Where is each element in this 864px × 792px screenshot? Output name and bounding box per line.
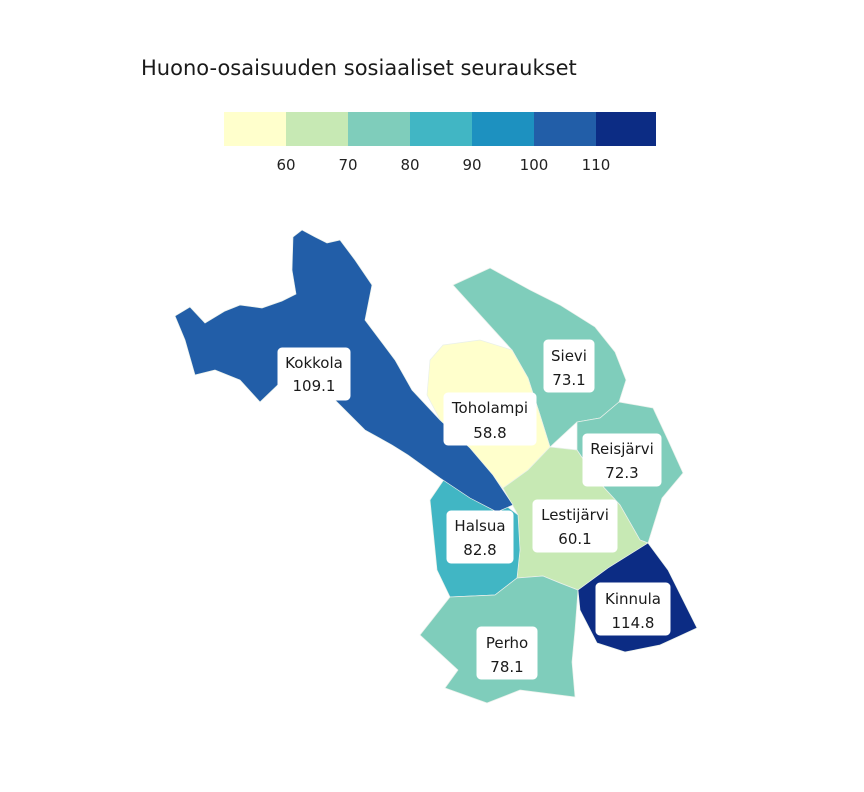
label-box-lestijarvi — [532, 499, 618, 553]
legend-tick-70: 70 — [338, 156, 357, 174]
label-value-kokkola: 109.1 — [293, 377, 336, 395]
label-reisjarvi: Reisjärvi 72.3 — [582, 433, 662, 487]
label-name-kokkola: Kokkola — [285, 354, 343, 372]
label-lestijarvi: Lestijärvi 60.1 — [532, 499, 618, 553]
label-kinnula: Kinnula 114.8 — [595, 582, 671, 636]
label-kokkola: Kokkola 109.1 — [277, 347, 351, 401]
legend-swatch-2 — [286, 112, 348, 146]
legend-swatch-6 — [534, 112, 596, 146]
legend-swatch-3 — [348, 112, 410, 146]
label-name-perho: Perho — [486, 634, 528, 652]
label-value-lestijarvi: 60.1 — [558, 530, 591, 548]
legend-swatch-4 — [410, 112, 472, 146]
label-name-halsua: Halsua — [454, 517, 505, 535]
label-toholampi: Toholampi 58.8 — [443, 392, 537, 446]
legend-tick-110: 110 — [582, 156, 611, 174]
label-value-perho: 78.1 — [490, 658, 523, 676]
label-value-reisjarvi: 72.3 — [605, 464, 638, 482]
label-box-kinnula — [595, 582, 671, 636]
label-box-kokkola — [277, 347, 351, 401]
legend-tick-60: 60 — [276, 156, 295, 174]
legend-tick-100: 100 — [520, 156, 549, 174]
label-perho: Perho 78.1 — [476, 626, 538, 680]
label-value-halsua: 82.8 — [463, 541, 496, 559]
label-box-perho — [476, 626, 538, 680]
label-name-lestijarvi: Lestijärvi — [541, 506, 609, 524]
label-value-kinnula: 114.8 — [612, 614, 655, 632]
label-name-kinnula: Kinnula — [605, 590, 661, 608]
label-sievi: Sievi 73.1 — [543, 339, 595, 393]
label-halsua: Halsua 82.8 — [446, 510, 514, 564]
label-box-sievi — [543, 339, 595, 393]
label-name-sievi: Sievi — [551, 347, 587, 365]
label-name-reisjarvi: Reisjärvi — [590, 440, 654, 458]
legend-swatch-7 — [596, 112, 656, 146]
label-value-toholampi: 58.8 — [473, 424, 506, 442]
label-box-halsua — [446, 510, 514, 564]
legend: 60 70 80 90 100 110 — [224, 112, 656, 174]
label-box-reisjarvi — [582, 433, 662, 487]
legend-tick-80: 80 — [400, 156, 419, 174]
legend-swatch-5 — [472, 112, 534, 146]
label-name-toholampi: Toholampi — [451, 399, 528, 417]
label-box-toholampi — [443, 392, 537, 446]
map-title: Huono-osaisuuden sosiaaliset seuraukset — [141, 56, 577, 80]
legend-swatch-1 — [224, 112, 286, 146]
region-labels: Kokkola 109.1 Toholampi 58.8 Sievi 73.1 … — [277, 339, 671, 680]
legend-tick-90: 90 — [462, 156, 481, 174]
label-value-sievi: 73.1 — [552, 371, 585, 389]
